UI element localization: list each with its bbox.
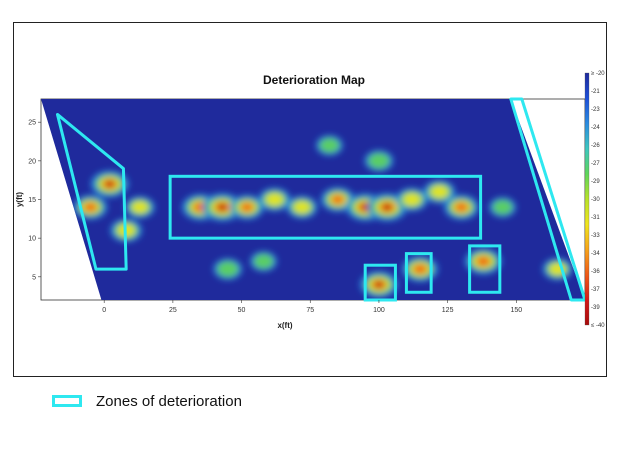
x-tick-label: 125 xyxy=(442,307,454,314)
colorbar-tick-label: -39 xyxy=(591,305,600,311)
heat-hotspot xyxy=(331,194,345,205)
chart-title: Deterioration Map xyxy=(263,73,365,87)
y-axis-ticks: 5 10 15 20 25 xyxy=(28,120,41,281)
colorbar-tick-label: -21 xyxy=(591,89,600,95)
heat-hotspot xyxy=(217,204,227,211)
heat-hotspot xyxy=(382,204,392,211)
y-tick-label: 10 xyxy=(28,236,36,243)
heat-hotspot xyxy=(105,181,114,187)
x-axis-title: x(ft) xyxy=(277,321,292,330)
legend: Zones of deterioration xyxy=(52,390,242,412)
colorbar-tick-label: -30 xyxy=(591,197,600,203)
heatmap-chart: Deterioration Map x(ft) y(ft) 0 25 50 75 100… xyxy=(15,71,605,330)
y-axis-title: y(ft) xyxy=(15,192,24,207)
heat-hotspot xyxy=(454,202,469,212)
heat-layer xyxy=(41,99,585,300)
heat-hotspot xyxy=(403,193,421,206)
colorbar-tick-label: -24 xyxy=(591,125,600,131)
colorbar-tick-label: -26 xyxy=(591,143,600,149)
x-tick-label: 150 xyxy=(510,307,522,314)
colorbar-tick-label: -31 xyxy=(591,215,600,221)
legend-swatch xyxy=(52,395,82,407)
heat-hotspot xyxy=(83,202,97,212)
x-tick-label: 75 xyxy=(306,307,314,314)
heat-hotspot xyxy=(368,152,390,169)
colorbar-tick-label: -23 xyxy=(591,107,600,113)
heat-hotspot xyxy=(476,256,491,267)
colorbar-tick-label: -36 xyxy=(591,269,600,275)
y-tick-label: 15 xyxy=(28,197,36,204)
y-tick-label: 20 xyxy=(28,158,36,165)
colorbar-tick-label: -34 xyxy=(591,251,600,257)
heat-hotspot xyxy=(430,185,449,199)
deterioration-zone xyxy=(168,174,483,240)
deterioration-zone xyxy=(363,263,397,302)
deterioration-zone xyxy=(468,244,502,294)
heat-hotspot xyxy=(216,261,239,278)
x-tick-label: 25 xyxy=(169,307,177,314)
x-tick-label: 50 xyxy=(238,307,246,314)
figure-frame: Deterioration Map x(ft) y(ft) 0 25 50 75 100… xyxy=(13,22,607,377)
heat-hotspot xyxy=(240,202,254,212)
x-tick-label: 0 xyxy=(102,307,106,314)
colorbar-tick-label: -29 xyxy=(591,179,600,185)
colorbar-tick-label: -37 xyxy=(591,287,600,293)
deterioration-zone xyxy=(404,252,433,294)
heat-hotspot xyxy=(319,137,340,153)
y-tick-label: 5 xyxy=(32,274,36,281)
heat-hotspot xyxy=(374,281,384,288)
plot-area xyxy=(40,97,587,302)
colorbar-tick-label: ≤ -40 xyxy=(591,323,605,329)
x-axis-ticks: 0 25 50 75 100 125 150 xyxy=(102,300,522,314)
heat-hotspot xyxy=(131,201,149,214)
heat-hotspot xyxy=(492,199,513,215)
legend-label: Zones of deterioration xyxy=(96,392,242,410)
colorbar: ≥ -20 -21 -23 -24 -26 -27 -29 -30 -31 -33 -34 -36 -3… xyxy=(584,71,605,329)
colorbar-tick-label: ≥ -20 xyxy=(591,71,605,77)
heat-hotspot xyxy=(253,253,274,269)
colorbar-gradient xyxy=(584,72,590,326)
deterioration-zone xyxy=(55,112,128,271)
heat-hotspot xyxy=(293,201,311,214)
heat-hotspot xyxy=(265,193,284,206)
y-tick-label: 25 xyxy=(28,120,36,127)
x-tick-label: 100 xyxy=(373,307,385,314)
colorbar-tick-label: -33 xyxy=(591,233,600,239)
colorbar-tick-label: -27 xyxy=(591,161,600,167)
heat-hotspot xyxy=(413,264,427,274)
